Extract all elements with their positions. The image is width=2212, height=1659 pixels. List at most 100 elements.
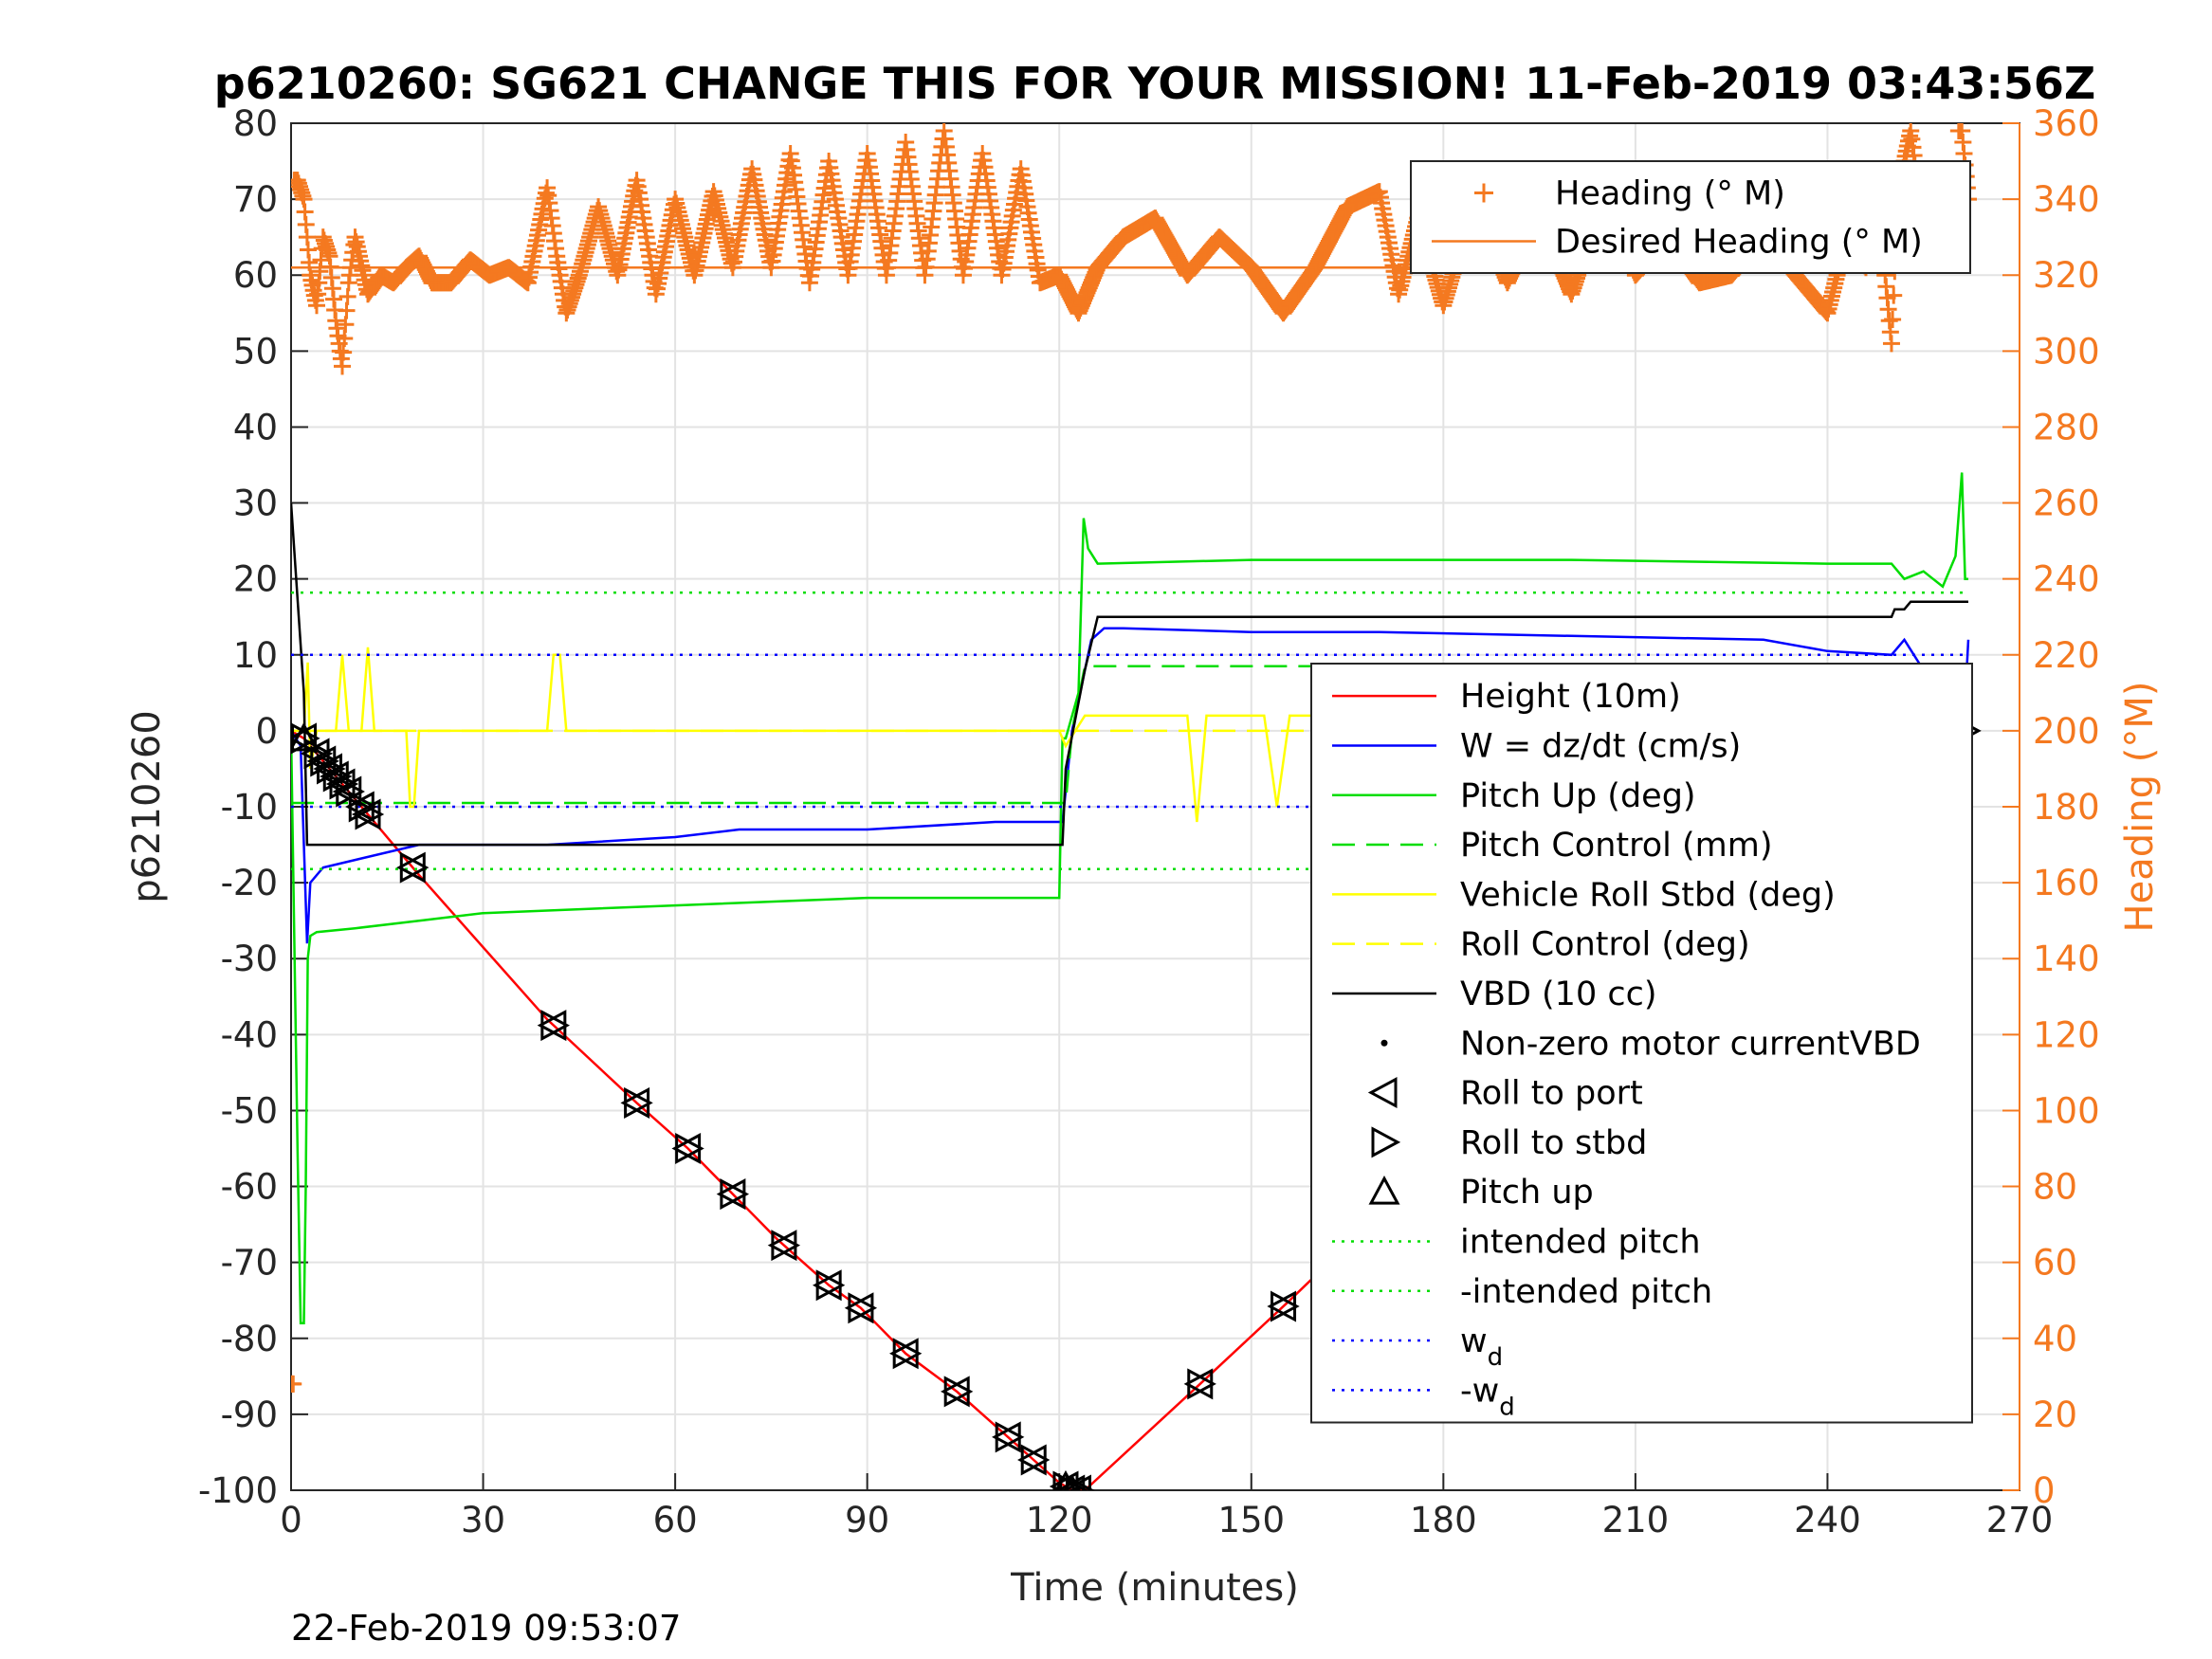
legend-entry: intended pitch [1460, 1223, 1701, 1261]
y-tick-label: -10 [221, 787, 278, 828]
x-axis-ticks: 0 30 60 90 120 150 180 210 240 270 [280, 1473, 2053, 1540]
y-axis-ticks: -100-90-80-70-60-50-40-30-20-10010203040… [198, 103, 308, 1511]
right-tick-label: 80 [2033, 1167, 2077, 1208]
legend-entry: Roll Control (deg) [1460, 926, 1750, 964]
x-tick-label: 150 [1217, 1500, 1285, 1540]
x-tick-label: 90 [845, 1500, 889, 1540]
legend-entry: W = dz/dt (cm/s) [1460, 727, 1741, 765]
y-tick-label: -70 [221, 1243, 278, 1284]
y-tick-label: -100 [198, 1470, 278, 1511]
y-tick-label: 70 [233, 179, 278, 220]
y-tick-label: -90 [221, 1395, 278, 1435]
roll-stbd-marker [624, 1086, 653, 1119]
x-tick-label: 30 [461, 1500, 505, 1540]
roll-stbd-marker [675, 1132, 704, 1165]
right-tick-label: 180 [2033, 787, 2100, 828]
y-tick-label: 40 [233, 407, 278, 447]
right-tick-label: 260 [2033, 483, 2100, 524]
legend-symbol [1371, 1126, 1401, 1158]
roll-stbd-marker [1059, 1474, 1088, 1490]
legend-main: Height (10m) W = dz/dt (cm/s) Pitch Up (de… [1310, 663, 1973, 1424]
legend-symbol [1474, 183, 1493, 203]
legend-entry: Roll to port [1460, 1075, 1643, 1113]
x-tick-label: 0 [280, 1500, 302, 1540]
right-tick-label: 240 [2033, 559, 2100, 600]
legend-entry: Pitch Up (deg) [1460, 777, 1696, 815]
legend-entry: Non-zero motor currentVBD [1460, 1025, 1921, 1063]
pitch-up-marker [291, 721, 320, 752]
y-tick-label: 60 [233, 255, 278, 296]
y-tick-label: 0 [255, 711, 278, 752]
heading-point [1884, 310, 1902, 328]
legend-box [1310, 663, 1973, 1424]
legend-entry: Pitch up [1460, 1174, 1594, 1212]
roll-stbd-marker [1065, 1474, 1095, 1490]
legend-entry: -intended pitch [1460, 1273, 1712, 1311]
right-tick-label: 40 [2033, 1319, 2077, 1359]
legend-entry: Desired Heading (° M) [1555, 224, 1923, 262]
x-tick-label: 60 [653, 1500, 698, 1540]
right-tick-label: 20 [2033, 1395, 2077, 1435]
roll-stbd-marker [848, 1292, 878, 1324]
roll-stbd-marker [943, 1376, 974, 1408]
y-tick-label: -60 [221, 1167, 278, 1208]
right-tick-label: 120 [2033, 1014, 2100, 1055]
x-tick-label: 210 [1602, 1500, 1670, 1540]
roll-stbd-marker [399, 851, 430, 884]
y-tick-label: 30 [233, 483, 278, 524]
y-axis-label: p6210260 [125, 710, 169, 903]
y-tick-label: 80 [233, 103, 278, 144]
y-tick-label: -30 [221, 939, 278, 979]
y-tick-label: 50 [233, 331, 278, 372]
legend-entry: Pitch Control (mm) [1460, 827, 1772, 865]
legend-symbol [1367, 1077, 1398, 1109]
x-axis-label: Time (minutes) [1010, 1566, 1299, 1610]
y-tick-label: 20 [233, 559, 278, 600]
right-axis-label: Heading (°M) [2118, 682, 2162, 933]
right-tick-label: 300 [2033, 331, 2100, 372]
right-tick-label: 100 [2033, 1090, 2100, 1131]
pitch-up-marker [1063, 1473, 1081, 1490]
series-pitch-up-deg [291, 472, 1968, 1325]
legend-entry: Vehicle Roll Stbd (deg) [1460, 876, 1836, 914]
right-tick-label: 340 [2033, 179, 2100, 220]
roll-stbd-marker [771, 1230, 801, 1262]
roll-stbd-marker [1020, 1444, 1051, 1476]
legend-entry: Heading (° M) [1555, 175, 1785, 213]
legend-entry: Roll to stbd [1460, 1124, 1647, 1162]
roll-stbd-marker [540, 1010, 570, 1042]
right-tick-label: 0 [2033, 1470, 2056, 1511]
right-tick-label: 360 [2033, 103, 2100, 144]
legend-symbol [1380, 1039, 1388, 1047]
roll-stbd-marker [995, 1421, 1025, 1453]
pitch-up-marker [1054, 1469, 1077, 1490]
y-tick-label: -40 [221, 1014, 278, 1055]
chart-title: p6210260: SG621 CHANGE THIS FOR YOUR MIS… [214, 58, 2095, 109]
heading-point [291, 1375, 302, 1393]
legend-entry: VBD (10 cc) [1460, 975, 1657, 1013]
heading-point [1885, 286, 1903, 304]
y-tick-label: -50 [221, 1090, 278, 1131]
y-tick-label: 10 [233, 635, 278, 676]
roll-stbd-marker [1187, 1368, 1216, 1400]
x-tick-label: 180 [1410, 1500, 1477, 1540]
y-tick-label: -80 [221, 1319, 278, 1359]
roll-stbd-marker [892, 1338, 923, 1370]
right-tick-label: 280 [2033, 407, 2100, 447]
right-tick-label: 140 [2033, 939, 2100, 979]
roll-stbd-marker [815, 1269, 846, 1302]
right-tick-label: 200 [2033, 711, 2100, 752]
roll-stbd-marker [348, 791, 378, 823]
x-tick-label: 120 [1026, 1500, 1093, 1540]
roll-stbd-marker [355, 798, 385, 830]
roll-stbd-marker [720, 1178, 750, 1211]
y-tick-label: -20 [221, 863, 278, 903]
right-tick-label: 220 [2033, 635, 2100, 676]
x-tick-label: 270 [1986, 1500, 2054, 1540]
legend-entry: Height (10m) [1460, 678, 1681, 716]
timestamp: 22-Feb-2019 09:53:07 [291, 1608, 681, 1649]
roll-stbd-marker [1271, 1290, 1300, 1322]
legend-symbol [1368, 1175, 1400, 1205]
right-tick-label: 320 [2033, 255, 2100, 296]
